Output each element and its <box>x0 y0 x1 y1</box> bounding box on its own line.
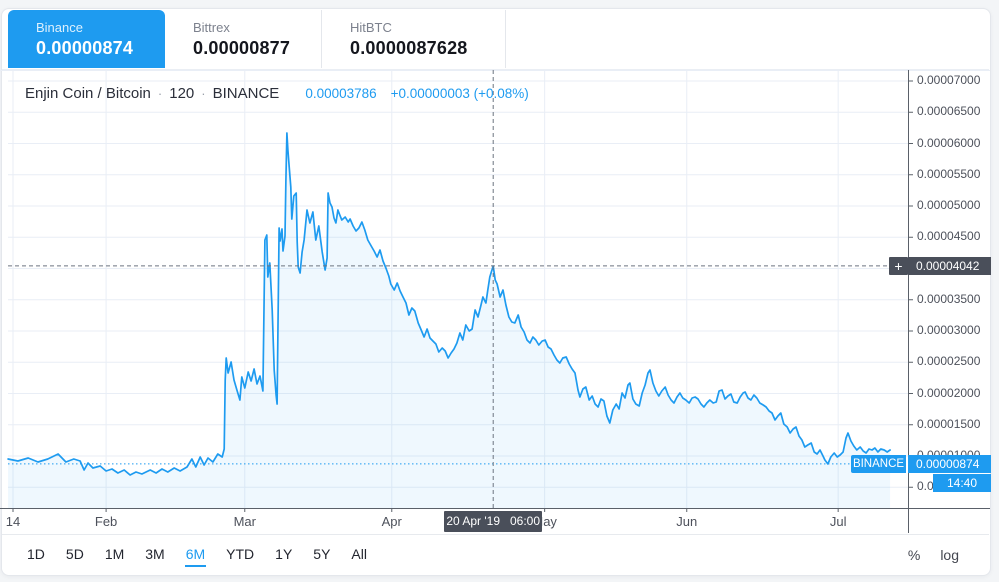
crosshair-add-alert-plus-button[interactable]: + <box>889 256 908 275</box>
time-axis-label: Apr <box>381 514 402 529</box>
price-axis-label: 0.00002500 <box>917 354 981 369</box>
exchange-tab-binance[interactable]: Binance 0.00000874 <box>8 10 165 68</box>
separator-dot: · <box>157 86 163 101</box>
price-axis-label: 0.00001500 <box>917 416 981 431</box>
separator-dot: · <box>201 86 206 101</box>
exchange-tabs: Binance 0.00000874 Bittrex 0.00000877 Hi… <box>8 10 506 68</box>
price-line-series <box>7 132 891 476</box>
range-button-6m[interactable]: 6M <box>184 543 207 567</box>
tab-price-value: 0.00000877 <box>193 38 291 58</box>
range-button-5y[interactable]: 5Y <box>313 546 331 562</box>
range-button-1y[interactable]: 1Y <box>275 546 293 562</box>
chart-toolbar: 1D 5D 1M 3M 6M YTD 1Y 5Y All % log <box>2 534 989 575</box>
tab-price-value: 0.00000874 <box>36 38 134 58</box>
range-button-3m[interactable]: 3M <box>145 546 165 562</box>
widget-card <box>1 8 991 576</box>
price-axis-label: 0.00006500 <box>917 104 981 119</box>
price-axis-label: 0.00005000 <box>917 198 981 212</box>
tab-exchange-label: Bittrex <box>193 20 230 35</box>
interval-label: 120 <box>169 85 195 102</box>
price-axis-label: 0.00004500 <box>917 229 981 244</box>
time-axis-label: Jun <box>676 514 698 529</box>
price-axis-label: 0.00005500 <box>917 166 981 181</box>
exchange-label: BINANCE <box>212 85 280 102</box>
tab-exchange-label: HitBTC <box>350 20 392 35</box>
price-axis-label: 0.00006000 <box>917 135 981 150</box>
price-area-fill <box>8 133 891 508</box>
chart-legend: Enjin Coin / Bitcoin · 120 · BINANCE 0.0… <box>25 85 529 102</box>
range-button-ytd[interactable]: YTD <box>226 546 255 562</box>
time-axis-label: Jul <box>829 514 847 529</box>
percent-scale-button[interactable]: % <box>907 547 921 563</box>
time-axis-label: 14 <box>5 514 21 529</box>
price-axis-label: 0.00007000 <box>917 73 981 87</box>
exchange-tab-bittrex[interactable]: Bittrex 0.00000877 <box>165 10 322 68</box>
time-axis-label: Feb <box>94 514 118 529</box>
range-button-1m[interactable]: 1M <box>104 546 125 562</box>
crosshair-price-label: 0.00004042 <box>908 256 991 275</box>
legend-change-value: +0.00000003 (+0.08%) <box>390 86 529 101</box>
symbol-title: Enjin Coin / Bitcoin <box>25 85 151 102</box>
crosshair-date-text: 20 Apr '19 <box>446 514 500 528</box>
range-button-1d[interactable]: 1D <box>27 546 45 562</box>
last-price-axis-label: 0.00000874 <box>908 454 991 473</box>
bar-close-countdown-label: 14:40 <box>933 473 991 492</box>
crosshair-time-label: 20 Apr '19 06:00 <box>444 511 543 532</box>
legend-last-price: 0.00003786 <box>305 86 377 101</box>
price-axis-label: 0.00003500 <box>917 291 981 306</box>
price-axis-label: 0.00003000 <box>917 323 981 337</box>
tab-row-divider <box>2 69 989 70</box>
date-range-buttons: 1D 5D 1M 3M 6M YTD 1Y 5Y All <box>26 543 368 567</box>
range-button-5d[interactable]: 5D <box>65 546 84 562</box>
tab-exchange-label: Binance <box>36 20 83 35</box>
crosshair-hour-text: 06:00 <box>510 514 541 528</box>
tab-price-value: 0.0000087628 <box>350 38 468 58</box>
scale-buttons: % log <box>908 547 959 563</box>
exchange-tab-hitbtc[interactable]: HitBTC 0.0000087628 <box>322 10 506 68</box>
last-price-source-tag: BINANCE <box>851 454 906 473</box>
time-axis-label: Mar <box>233 514 256 529</box>
range-button-all[interactable]: All <box>351 546 367 562</box>
price-axis-label: 0.00002000 <box>917 385 981 400</box>
log-scale-button[interactable]: log <box>940 547 959 563</box>
